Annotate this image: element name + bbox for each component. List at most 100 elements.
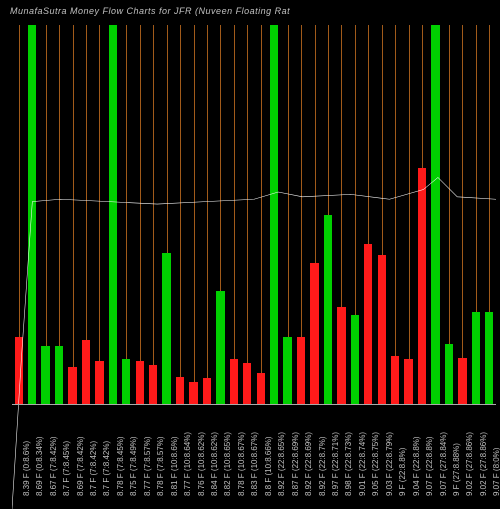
bar-slot bbox=[95, 25, 103, 405]
bar-slot bbox=[485, 25, 493, 405]
bar-slot bbox=[270, 25, 278, 405]
bar bbox=[391, 356, 399, 405]
chart-plot-area bbox=[12, 25, 496, 405]
bar-slot bbox=[297, 25, 305, 405]
bar bbox=[445, 344, 453, 405]
x-axis-label: 9.01 F (22:8.74%) bbox=[358, 432, 367, 496]
bar-slot bbox=[28, 25, 36, 405]
bar-slot bbox=[203, 25, 211, 405]
bar-slot bbox=[324, 25, 332, 405]
bar-slot bbox=[162, 25, 170, 405]
bar bbox=[418, 168, 426, 406]
bar-slot bbox=[109, 25, 117, 405]
x-axis-labels: 8.39 F (0:8.6%) 8.69 F (0:8.34%) 8.67 F (7… bbox=[12, 410, 496, 500]
bar-slot bbox=[431, 25, 439, 405]
x-axis-label: 8.83 F (10:8.67%) bbox=[250, 432, 259, 496]
bar bbox=[68, 367, 76, 405]
bar-slot bbox=[337, 25, 345, 405]
bar bbox=[95, 361, 103, 405]
bar bbox=[55, 346, 63, 405]
x-axis-label: 8.69 F (0:8.34%) bbox=[35, 436, 44, 496]
x-axis-label: 8.75 F (7:8.49%) bbox=[129, 436, 138, 496]
baseline-axis bbox=[12, 404, 496, 405]
bar-slot bbox=[149, 25, 157, 405]
x-axis-label: 8.39 F (0:8.6%) bbox=[22, 441, 31, 496]
bar bbox=[378, 255, 386, 405]
x-axis-label: 8.97 F (22:8.71%) bbox=[331, 432, 340, 496]
bar-slot bbox=[378, 25, 386, 405]
bar-slot bbox=[445, 25, 453, 405]
bar-slot bbox=[136, 25, 144, 405]
bar-slot bbox=[364, 25, 372, 405]
bar-slot bbox=[122, 25, 130, 405]
x-axis-label: 8.84 F (10:8.62%) bbox=[210, 432, 219, 496]
bar bbox=[472, 312, 480, 405]
bar-slot bbox=[230, 25, 238, 405]
x-axis-label: 8.92 F (22:8.69%) bbox=[304, 432, 313, 496]
bar-slot bbox=[458, 25, 466, 405]
bar bbox=[324, 215, 332, 405]
chart-title: MunafaSutra Money Flow Charts for JFR (N… bbox=[10, 6, 290, 16]
bar bbox=[243, 363, 251, 405]
x-axis-label: 8.69 F (7:8.42%) bbox=[76, 436, 85, 496]
bar-slot bbox=[55, 25, 63, 405]
bar bbox=[28, 25, 36, 405]
bar bbox=[404, 359, 412, 405]
x-axis-label: 8.92 F (22:8.65%) bbox=[277, 432, 286, 496]
bar bbox=[270, 25, 278, 405]
bar-slot bbox=[82, 25, 90, 405]
bar bbox=[15, 337, 23, 405]
bar bbox=[297, 337, 305, 405]
bar-slot bbox=[176, 25, 184, 405]
bar-slot bbox=[310, 25, 318, 405]
bar bbox=[176, 377, 184, 406]
x-axis-label: 8.67 F (7:8.42%) bbox=[49, 436, 58, 496]
bar bbox=[109, 25, 117, 405]
x-axis-label: 9 F (22:8.8%) bbox=[398, 448, 407, 496]
bar-slot bbox=[189, 25, 197, 405]
bar-slot bbox=[216, 25, 224, 405]
x-axis-label: 8.7 F (7:8.42%) bbox=[89, 441, 98, 496]
x-axis-label: 8.76 F (10:8.62%) bbox=[197, 432, 206, 496]
x-axis-label: 8.98 F (22:8.73%) bbox=[344, 432, 353, 496]
bar bbox=[41, 346, 49, 405]
x-axis-label: 9.07 F (8:0%) bbox=[492, 448, 500, 496]
bar-slot bbox=[15, 25, 23, 405]
bar bbox=[162, 253, 170, 405]
bar-slot bbox=[283, 25, 291, 405]
bar-slot bbox=[257, 25, 265, 405]
x-axis-label: 9.02 F (27:8.86%) bbox=[479, 432, 488, 496]
bar bbox=[230, 359, 238, 405]
x-axis-label: 8.92 F (22:8.7%) bbox=[318, 436, 327, 496]
bar-slot bbox=[351, 25, 359, 405]
x-axis-label: 9.02 F (27:8.86%) bbox=[465, 432, 474, 496]
bar bbox=[283, 337, 291, 405]
x-axis-label: 8.77 F (10:8.64%) bbox=[183, 432, 192, 496]
x-axis-label: 8.82 F (10:8.65%) bbox=[223, 432, 232, 496]
bar bbox=[351, 315, 359, 405]
x-axis-label: 8.87 F (22:8.69%) bbox=[291, 432, 300, 496]
bar bbox=[149, 365, 157, 405]
bar-slot bbox=[404, 25, 412, 405]
x-axis-label: 8.8 F (10:8.66%) bbox=[264, 436, 273, 496]
bar bbox=[136, 361, 144, 405]
x-axis-label: 8.78 F (7:8.57%) bbox=[156, 436, 165, 496]
x-axis-label: 8.81 F (10:8.6%) bbox=[170, 436, 179, 496]
bar bbox=[257, 373, 265, 405]
bar-slot bbox=[68, 25, 76, 405]
bar bbox=[485, 312, 493, 405]
bar-slot bbox=[243, 25, 251, 405]
x-axis-label: 9.03 F (22:8.79%) bbox=[385, 432, 394, 496]
bar-slot bbox=[472, 25, 480, 405]
bar bbox=[310, 263, 318, 406]
bar bbox=[203, 378, 211, 405]
x-axis-label: 9.04 F (22:8.8%) bbox=[412, 436, 421, 496]
bar bbox=[337, 307, 345, 405]
bar-slot bbox=[418, 25, 426, 405]
x-axis-label: 8.7 F (7:8.42%) bbox=[102, 441, 111, 496]
x-axis-label: 9.07 F (22:8.8%) bbox=[425, 436, 434, 496]
bar bbox=[364, 244, 372, 406]
bar bbox=[82, 340, 90, 405]
x-axis-label: 8.77 F (7:8.57%) bbox=[143, 436, 152, 496]
bar-slot bbox=[391, 25, 399, 405]
